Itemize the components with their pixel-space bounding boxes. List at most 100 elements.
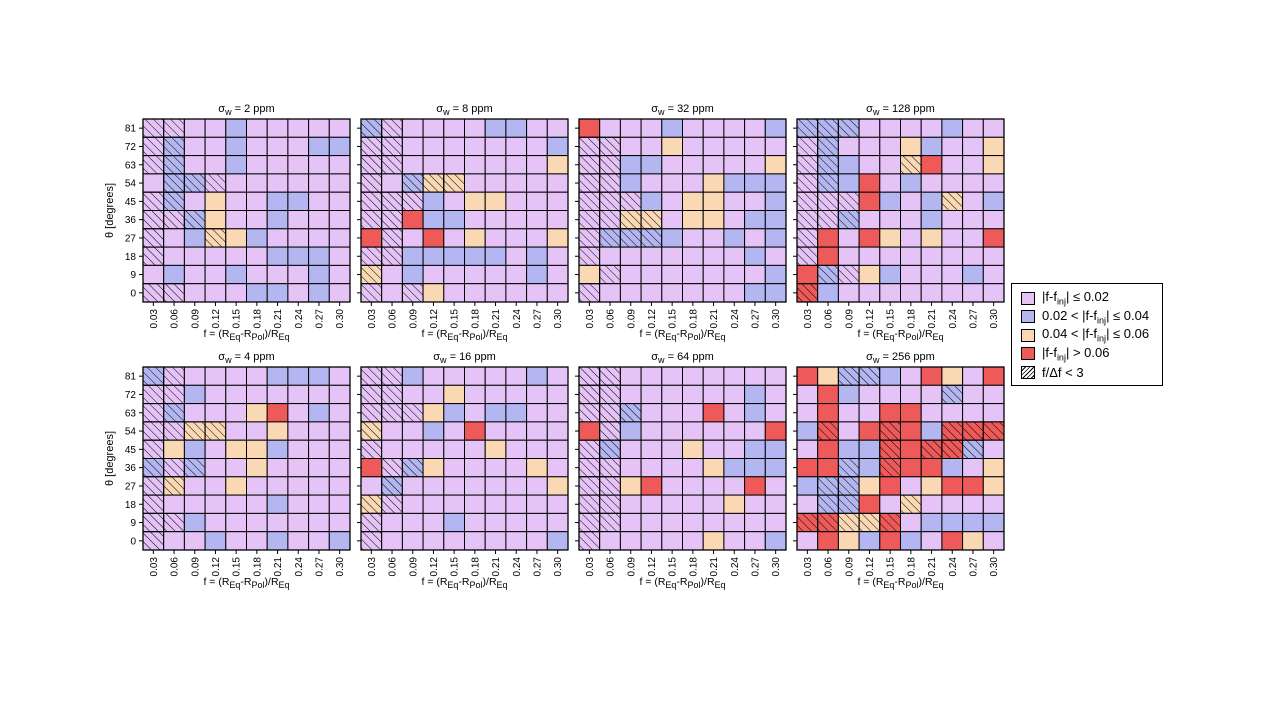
heatmap-cell xyxy=(858,439,881,460)
legend-item: 0.04 < |f-finj| ≤ 0.06 xyxy=(1021,326,1162,345)
x-tick-label: 0.21 xyxy=(273,557,284,577)
hatch-mark xyxy=(142,531,165,551)
hatch-mark xyxy=(142,136,165,157)
heatmap-cell xyxy=(266,439,289,460)
heatmap-cell xyxy=(287,136,310,157)
y-tick-label: 0 xyxy=(130,288,136,299)
heatmap-cell xyxy=(266,403,289,423)
heatmap-cell xyxy=(505,476,528,496)
heatmap-cell xyxy=(920,210,943,230)
x-tick-label: 0.03 xyxy=(803,309,814,329)
hatch-mark xyxy=(599,403,621,423)
hatch-mark xyxy=(360,136,383,157)
heatmap-cell xyxy=(817,283,839,303)
heatmap-cell xyxy=(858,210,881,230)
x-tick-label: 0.03 xyxy=(367,309,378,329)
panel-frame xyxy=(578,118,787,303)
x-tick-label: 0.24 xyxy=(948,557,959,577)
heatmap-cell xyxy=(443,136,465,157)
heatmap-cell xyxy=(505,458,528,478)
hatch-mark xyxy=(578,246,601,266)
heatmap-cell xyxy=(381,283,403,303)
x-tick-label: 0.15 xyxy=(668,309,679,329)
heatmap-cell xyxy=(661,384,683,405)
heatmap-cell xyxy=(962,118,984,138)
heatmap-cell xyxy=(661,366,683,386)
x-tick-label: 0.09 xyxy=(626,309,637,329)
heatmap-cell xyxy=(484,118,507,138)
heatmap-cell xyxy=(941,512,964,533)
heatmap-cell xyxy=(702,155,725,175)
heatmap-cell xyxy=(941,458,964,478)
heatmap-cell xyxy=(764,136,787,157)
heatmap-cell xyxy=(723,228,746,248)
heatmap-cell xyxy=(225,191,248,211)
heatmap-cell xyxy=(464,476,486,496)
heatmap-cell xyxy=(796,366,819,386)
heatmap-cell xyxy=(661,246,683,266)
heatmap-cell xyxy=(941,118,964,138)
heatmap-cell xyxy=(723,173,746,193)
heatmap-cell xyxy=(287,494,310,514)
heatmap-cell xyxy=(308,494,330,514)
heatmap-cell xyxy=(308,173,330,193)
x-axis-label: f = (REq-RPol)/REq xyxy=(857,576,943,590)
heatmap-cell xyxy=(962,191,984,211)
hatch-mark xyxy=(796,118,819,138)
heatmap-cell xyxy=(682,458,704,478)
hatch-mark xyxy=(817,210,839,230)
hatch-mark xyxy=(381,246,403,266)
heatmap-cell xyxy=(484,403,507,423)
hatch-mark xyxy=(920,439,943,460)
hatch-mark xyxy=(163,283,185,303)
x-tick-label: 0.24 xyxy=(294,557,305,577)
heatmap-cell xyxy=(308,210,330,230)
hatch-mark xyxy=(599,210,621,230)
heatmap-cell xyxy=(464,191,486,211)
heatmap-cell xyxy=(183,403,206,423)
chart-legend: |f-finj| ≤ 0.02 0.02 < |f-finj| ≤ 0.04 0.0… xyxy=(1011,283,1163,386)
heatmap-cell xyxy=(879,210,901,230)
hatch-mark xyxy=(619,191,642,211)
x-tick-label: 0.30 xyxy=(989,309,1000,329)
heatmap-cell xyxy=(328,118,351,138)
heatmap-cell xyxy=(858,421,881,441)
legend-swatch xyxy=(1021,347,1035,361)
x-tick-label: 0.24 xyxy=(948,309,959,329)
heatmap-cell xyxy=(941,366,964,386)
heatmap-cell xyxy=(287,439,310,460)
heatmap-cell xyxy=(962,384,984,405)
heatmap-cell xyxy=(661,136,683,157)
heatmap-cell xyxy=(464,210,486,230)
heatmap-cell xyxy=(308,228,330,248)
hatch-mark xyxy=(163,118,185,138)
heatmap-cell xyxy=(183,512,206,533)
heatmap-cell xyxy=(817,531,839,551)
heatmap-cell xyxy=(941,531,964,551)
heatmap-cell xyxy=(920,155,943,175)
heatmap-cell xyxy=(287,228,310,248)
hatch-mark xyxy=(381,458,403,478)
heatmap-cell xyxy=(204,264,227,285)
y-tick-label: 81 xyxy=(125,124,137,135)
hatch-mark xyxy=(183,173,206,193)
hatch-mark xyxy=(982,421,1005,441)
heatmap-cell xyxy=(287,118,310,138)
heatmap-cell xyxy=(661,494,683,514)
hatch-mark xyxy=(599,136,621,157)
heatmap-cell xyxy=(484,439,507,460)
heatmap-cell xyxy=(246,421,268,441)
heatmap-cell xyxy=(817,439,839,460)
hatch-mark xyxy=(599,155,621,175)
heatmap-cell xyxy=(308,155,330,175)
y-axis-label: θ [degrees] xyxy=(104,183,116,238)
x-tick-label: 0.18 xyxy=(688,557,699,577)
legend-swatch xyxy=(1021,365,1035,379)
x-tick-label: 0.15 xyxy=(450,557,461,577)
heatmap-cell xyxy=(381,421,403,441)
hatch-mark xyxy=(360,366,383,386)
hatch-mark xyxy=(578,155,601,175)
heatmap-cell xyxy=(443,246,465,266)
heatmap-cell xyxy=(764,403,787,423)
panel-title: σw = 2 ppm xyxy=(218,103,274,117)
